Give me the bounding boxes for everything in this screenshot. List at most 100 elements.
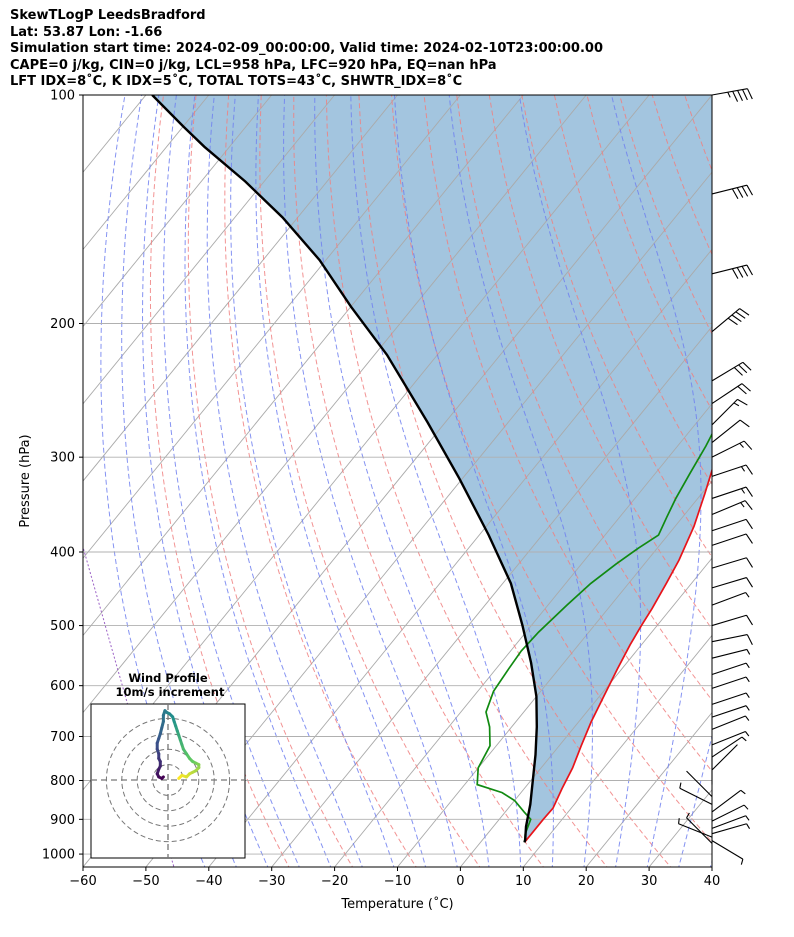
y-tick-label: 600 — [50, 679, 75, 694]
x-tick-label: 20 — [578, 874, 595, 889]
y-axis-label: Pressure (hPa) — [18, 434, 33, 527]
wind-barb — [711, 614, 753, 627]
moist-adiabat-line — [314, 95, 490, 867]
y-tick-label: 400 — [50, 546, 75, 561]
title-line-location: Lat: 53.87 Lon: -1.66 — [10, 24, 163, 40]
wind-barb — [686, 770, 713, 797]
x-tick-label: −20 — [321, 874, 348, 889]
moist-adiabat-line — [518, 95, 642, 867]
wind-barb — [711, 662, 750, 676]
x-tick-label: −30 — [258, 874, 285, 889]
wind-barb — [711, 804, 749, 822]
moist-adiabat-line — [230, 95, 395, 867]
wind-barb — [711, 676, 750, 689]
mixing-ratio-line — [0, 468, 80, 870]
wind-barb — [711, 744, 738, 771]
temperature-trace — [523, 467, 712, 843]
dry-adiabat-line — [224, 95, 417, 867]
hodograph-trace-segment — [160, 775, 165, 780]
chart-title-block: SkewTLogP LeedsBradford Lat: 53.87 Lon: … — [10, 8, 780, 91]
wind-barb — [711, 840, 744, 865]
y-tick-label: 100 — [50, 89, 75, 104]
y-tick-label: 200 — [50, 317, 75, 332]
y-tick-label: 500 — [50, 619, 75, 634]
dry-adiabat-line — [423, 95, 712, 772]
moist-adiabat-line — [350, 95, 522, 867]
isotherm-line — [711, 866, 712, 867]
isotherm-line — [271, 325, 712, 867]
x-tick-label: −60 — [69, 874, 96, 889]
wind-barb — [711, 736, 747, 758]
dry-adiabat-line — [783, 95, 794, 870]
hodograph-subtitle: 10m/s increment — [116, 685, 225, 699]
wind-barb — [711, 715, 750, 730]
y-tick-label: 300 — [50, 451, 75, 466]
dry-adiabat-line — [750, 95, 794, 870]
dry-adiabat-line — [187, 95, 354, 867]
wind-barb — [711, 419, 750, 443]
x-tick-label: 30 — [641, 874, 658, 889]
wind-barb — [711, 705, 750, 718]
wind-barb — [686, 812, 713, 844]
dry-adiabat-line — [325, 95, 608, 867]
moist-adiabat-line — [184, 95, 332, 867]
title-line-times: Simulation start time: 2024-02-09_00:00:… — [10, 41, 603, 56]
dewpoint-trace — [476, 432, 712, 843]
isotherm-line — [83, 95, 587, 714]
title-line-station: SkewTLogP LeedsBradford — [10, 8, 206, 23]
x-tick-label: 0 — [456, 874, 464, 889]
moist-adiabat-line — [255, 95, 427, 867]
wind-barb — [711, 592, 750, 606]
wind-barb — [711, 557, 753, 569]
wind-barb — [711, 577, 753, 589]
dry-adiabat-line — [521, 95, 712, 558]
x-tick-label: 10 — [515, 874, 532, 889]
moist-adiabat-line — [163, 95, 300, 867]
isotherm-line — [460, 557, 712, 867]
title-line-indices: LFT IDX=8˚C, K IDX=5˚C, TOTAL TOTS=43˚C,… — [10, 74, 463, 89]
isotherm-line — [83, 95, 273, 328]
wind-barb — [711, 634, 753, 646]
y-tick-label: 1000 — [42, 848, 75, 863]
moist-adiabat-line — [611, 95, 702, 867]
isotherm-line — [83, 95, 461, 559]
y-tick-label: 800 — [50, 774, 75, 789]
hodograph-title: Wind Profile — [128, 671, 208, 685]
wind-barb — [711, 383, 751, 405]
wind-barb — [711, 440, 753, 458]
isotherm-line — [83, 95, 210, 251]
y-tick-label: 700 — [50, 730, 75, 745]
moist-adiabat-line — [741, 95, 794, 870]
moist-adiabat-line — [709, 859, 712, 867]
isotherm-line — [83, 95, 398, 482]
wind-barb — [711, 789, 746, 813]
wind-barb — [679, 782, 713, 805]
title-line-cape: CAPE=0 j/kg, CIN=0 j/kg, LCL=958 hPa, LF… — [10, 57, 497, 73]
isotherm-line — [83, 95, 335, 405]
parcel-path-trace — [151, 95, 539, 843]
isotherm-line — [208, 248, 712, 867]
wind-barb — [711, 692, 750, 705]
moist-adiabat-line — [283, 95, 458, 867]
wind-barb — [711, 308, 750, 333]
dry-adiabat-line — [259, 95, 481, 867]
dry-adiabat-line — [456, 95, 712, 701]
moist-adiabat-line — [448, 95, 593, 867]
wind-barb — [711, 464, 753, 477]
wind-barb — [678, 818, 713, 838]
y-tick-label: 900 — [50, 813, 75, 828]
dry-adiabat-line — [149, 95, 290, 867]
wind-barb — [711, 648, 751, 659]
wind-barb — [711, 815, 750, 829]
x-tick-label: −10 — [384, 874, 411, 889]
wind-barb — [711, 533, 753, 546]
x-tick-label: −50 — [132, 874, 159, 889]
wind-barb — [711, 500, 753, 516]
isotherm-line — [522, 634, 712, 867]
moist-adiabat-line — [206, 95, 363, 867]
x-axis-label: Temperature (˚C) — [340, 896, 453, 912]
wind-barb — [711, 264, 753, 279]
x-tick-label: −40 — [195, 874, 222, 889]
isotherm-line — [334, 403, 712, 867]
